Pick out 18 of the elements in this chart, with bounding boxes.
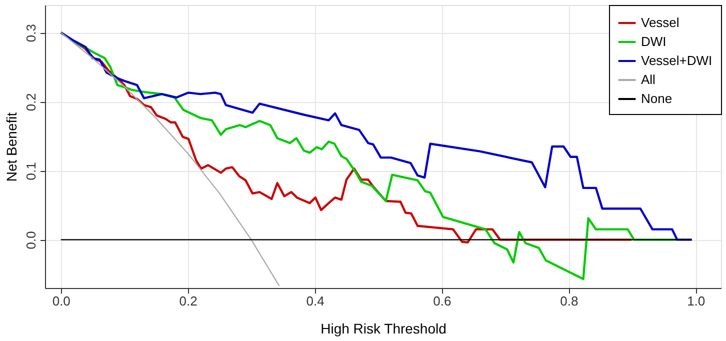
legend-label: Vessel <box>641 15 680 30</box>
x-tick-label: 0.6 <box>433 294 452 308</box>
y-axis-title: Net Benefit <box>4 112 20 182</box>
x-tick-label: 0.0 <box>52 294 70 308</box>
legend-label: DWI <box>641 34 666 49</box>
x-tick-label: 0.4 <box>306 294 324 308</box>
legend-label: All <box>641 72 656 87</box>
x-tick-label: 0.2 <box>179 294 198 308</box>
x-axis-title: High Risk Threshold <box>320 320 446 336</box>
y-tick-label: 0.0 <box>24 231 38 250</box>
y-tick-label: 0.3 <box>24 24 38 42</box>
y-tick-label: 0.2 <box>24 93 38 112</box>
x-tick-label: 0.8 <box>560 294 578 308</box>
y-tick-label: 0.1 <box>24 162 38 180</box>
x-tick-label: 1.0 <box>687 294 706 308</box>
legend-label: Vessel+DWI <box>641 53 712 68</box>
line-series <box>60 32 280 287</box>
legend-label: None <box>641 91 672 106</box>
